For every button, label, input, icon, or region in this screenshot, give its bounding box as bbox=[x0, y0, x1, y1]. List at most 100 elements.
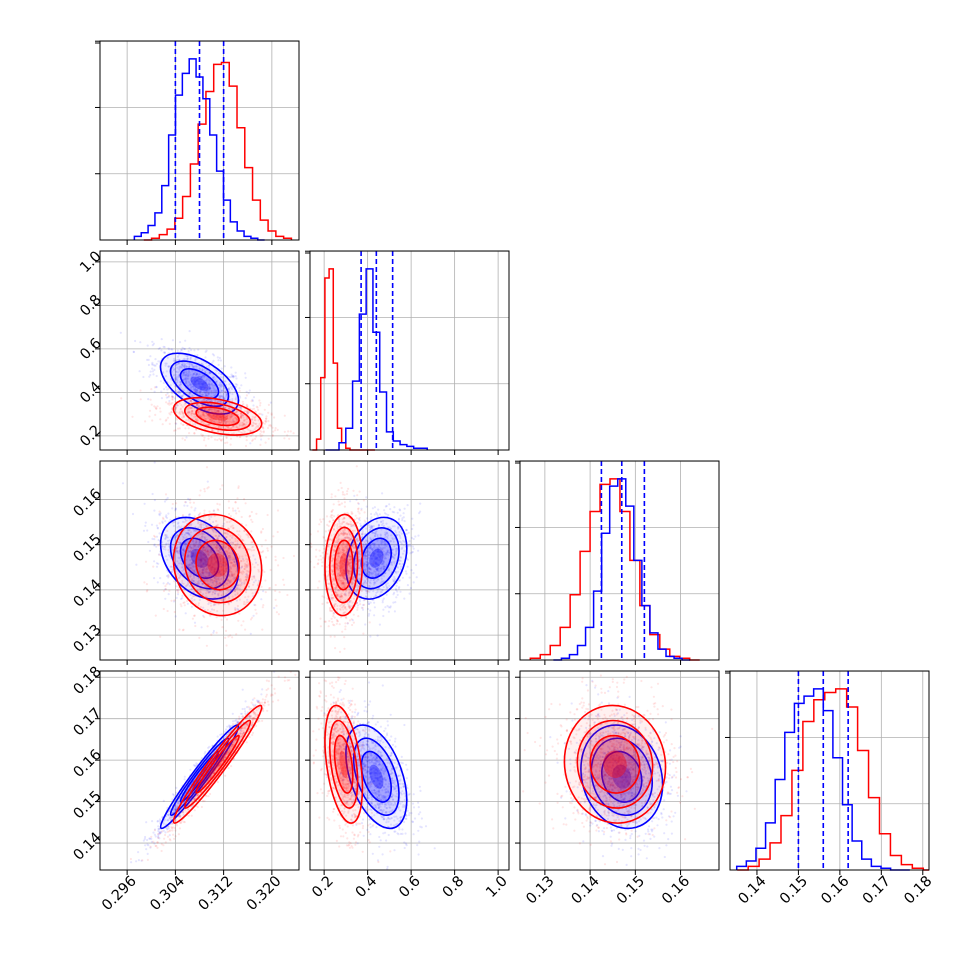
scatter-point bbox=[230, 438, 232, 440]
scatter-point bbox=[251, 511, 253, 513]
scatter-point bbox=[134, 340, 136, 342]
scatter-point bbox=[213, 354, 215, 356]
scatter-point bbox=[206, 466, 208, 468]
scatter-point bbox=[270, 402, 272, 404]
diag-panel-0 bbox=[95, 41, 299, 240]
scatter-point bbox=[171, 396, 173, 398]
scatter-point bbox=[156, 536, 158, 538]
scatter-point bbox=[268, 438, 270, 440]
scatter-point bbox=[244, 629, 246, 631]
scatter-point bbox=[313, 566, 315, 568]
scatter-point bbox=[279, 591, 281, 593]
scatter-point bbox=[238, 485, 240, 487]
scatter-point bbox=[239, 436, 241, 438]
scatter-point bbox=[389, 508, 391, 510]
scatter-point bbox=[273, 416, 275, 418]
scatter-point bbox=[360, 525, 362, 527]
scatter-point bbox=[372, 507, 374, 509]
scatter-point bbox=[310, 546, 312, 548]
scatter-point bbox=[193, 349, 195, 351]
scatter-point bbox=[163, 346, 165, 348]
scatter-point bbox=[250, 519, 252, 521]
scatter-point bbox=[333, 624, 335, 626]
scatter-point bbox=[146, 590, 148, 592]
scatter-point bbox=[334, 647, 336, 649]
scatter-point bbox=[226, 644, 228, 646]
scatter-point bbox=[368, 613, 370, 615]
scatter-point bbox=[170, 348, 172, 350]
scatter-point bbox=[160, 391, 162, 393]
scatter-point bbox=[219, 357, 221, 359]
scatter-point bbox=[283, 437, 285, 439]
scatter-point bbox=[232, 507, 234, 509]
scatter-point bbox=[168, 404, 170, 406]
scatter-point bbox=[251, 521, 253, 523]
scatter-point bbox=[224, 637, 226, 639]
scatter-point bbox=[176, 589, 178, 591]
scatter-point bbox=[416, 576, 418, 578]
diag-panel-2 bbox=[515, 461, 719, 660]
scatter-point bbox=[148, 376, 150, 378]
scatter-point bbox=[199, 494, 201, 496]
scatter-point bbox=[227, 636, 229, 638]
scatter-point bbox=[140, 398, 142, 400]
scatter-point bbox=[177, 593, 179, 595]
scatter-point bbox=[414, 535, 416, 537]
scatter-point bbox=[385, 505, 387, 507]
scatter-point bbox=[262, 528, 264, 530]
scatter-point bbox=[159, 347, 161, 349]
scatter-point bbox=[266, 547, 268, 549]
scatter-point bbox=[154, 386, 156, 388]
scatter-point bbox=[392, 602, 394, 604]
scatter-point bbox=[143, 530, 145, 532]
scatter-point bbox=[235, 633, 237, 635]
scatter-point bbox=[154, 358, 156, 360]
scatter-point bbox=[257, 406, 259, 408]
scatter-point bbox=[277, 531, 279, 533]
scatter-point bbox=[363, 499, 365, 501]
scatter-point bbox=[369, 609, 371, 611]
scatter-point bbox=[145, 561, 147, 563]
scatter-point bbox=[174, 397, 176, 399]
scatter-point bbox=[177, 349, 179, 351]
scatter-point bbox=[240, 384, 242, 386]
scatter-point bbox=[251, 400, 253, 402]
scatter-point bbox=[226, 442, 228, 444]
scatter-point bbox=[199, 512, 201, 514]
scatter-point bbox=[205, 445, 207, 447]
scatter-point bbox=[355, 515, 357, 517]
scatter-point bbox=[224, 365, 226, 367]
scatter-point bbox=[161, 338, 163, 340]
scatter-point bbox=[182, 437, 184, 439]
scatter-point bbox=[282, 557, 284, 559]
scatter-point bbox=[411, 518, 413, 520]
scatter-point bbox=[249, 389, 251, 391]
scatter-point bbox=[351, 618, 353, 620]
scatter-point bbox=[226, 618, 228, 620]
scatter-point bbox=[204, 490, 206, 492]
scatter-point bbox=[224, 442, 226, 444]
scatter-point bbox=[413, 581, 415, 583]
scatter-point bbox=[180, 605, 182, 607]
scatter-point bbox=[154, 461, 156, 463]
scatter-point bbox=[148, 364, 150, 366]
scatter-point bbox=[263, 571, 265, 573]
scatter-point bbox=[326, 515, 328, 517]
scatter-point bbox=[216, 503, 218, 505]
scatter-point bbox=[189, 330, 191, 332]
scatter-point bbox=[261, 629, 263, 631]
scatter-point bbox=[383, 509, 385, 511]
scatter-point bbox=[356, 517, 358, 519]
scatter-point bbox=[240, 624, 242, 626]
scatter-point bbox=[353, 495, 355, 497]
scatter-point bbox=[235, 375, 237, 377]
scatter-point bbox=[236, 497, 238, 499]
scatter-point bbox=[159, 407, 161, 409]
scatter-point bbox=[254, 438, 256, 440]
scatter-point bbox=[356, 465, 358, 467]
scatter-point bbox=[166, 583, 168, 585]
scatter-point bbox=[189, 502, 191, 504]
scatter-point bbox=[163, 388, 165, 390]
scatter-point bbox=[172, 339, 174, 341]
scatter-point bbox=[180, 422, 182, 424]
